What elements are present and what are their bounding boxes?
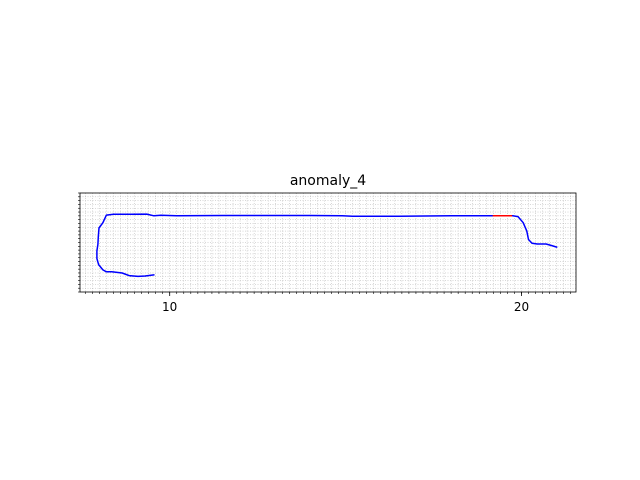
chart-title: anomaly_4 xyxy=(290,173,366,189)
series-group xyxy=(96,213,558,278)
grid xyxy=(80,192,576,293)
x-tick-label: 10 xyxy=(162,300,177,314)
plot-frame xyxy=(79,192,577,293)
series-line xyxy=(511,214,558,248)
axis-ticks: 10 20 xyxy=(78,192,572,314)
x-tick-label: 20 xyxy=(514,300,529,314)
series-line xyxy=(96,213,495,278)
